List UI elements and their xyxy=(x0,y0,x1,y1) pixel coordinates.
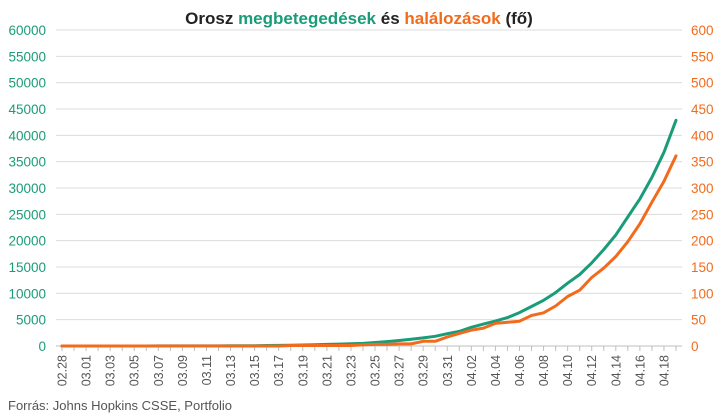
source-note: Forrás: Johns Hopkins CSSE, Portfolio xyxy=(8,398,232,413)
x-tick-label: 04.02 xyxy=(465,355,479,386)
y-right-tick-label: 300 xyxy=(691,181,714,196)
y-right-tick-label: 550 xyxy=(691,49,714,64)
x-tick-label: 04.08 xyxy=(537,355,551,386)
x-tick-label: 02.28 xyxy=(56,355,70,386)
y-left-tick-label: 30000 xyxy=(8,181,46,196)
y-left-tick-label: 50000 xyxy=(8,76,46,91)
x-tick-label: 03.17 xyxy=(272,355,286,386)
x-tick-label: 03.29 xyxy=(417,355,431,386)
y-left-tick-label: 40000 xyxy=(8,128,46,143)
y-right-tick-label: 0 xyxy=(691,339,699,354)
y-right-tick-label: 200 xyxy=(691,234,714,249)
y-right-tick-label: 500 xyxy=(691,76,714,91)
x-axis: 02.28 03.01 03.03 03.05 03.07 03.09 03.11 03.13… xyxy=(56,345,682,386)
x-tick-label: 03.31 xyxy=(441,355,455,386)
y-left-tick-label: 60000 xyxy=(8,23,46,38)
x-tick-label: 03.01 xyxy=(80,355,94,386)
chart-title: Orosz megbetegedések és halálozások (fő) xyxy=(185,9,533,28)
left-axis: 0 5000 10000 15000 20000 25000 30000 35000 40000… xyxy=(8,23,46,354)
x-tick-label: 03.27 xyxy=(393,355,407,386)
y-right-tick-label: 400 xyxy=(691,128,714,143)
y-right-tick-label: 150 xyxy=(691,260,714,275)
x-tick-label: 03.21 xyxy=(320,355,334,386)
x-tick-label: 04.18 xyxy=(657,355,671,386)
series-lines xyxy=(60,118,678,348)
x-tick-label: 03.09 xyxy=(176,355,190,386)
y-left-tick-label: 45000 xyxy=(8,102,46,117)
x-tick-label: 03.11 xyxy=(200,355,214,385)
x-tick-label: 03.23 xyxy=(344,355,358,386)
x-tick-label: 03.19 xyxy=(296,355,310,386)
x-tick-label: 04.06 xyxy=(513,355,527,386)
x-tick-label: 04.16 xyxy=(633,355,647,386)
x-tick-label: 03.15 xyxy=(248,355,262,386)
y-right-tick-label: 450 xyxy=(691,102,714,117)
deaths-series-line xyxy=(60,154,678,348)
y-right-tick-label: 250 xyxy=(691,207,714,222)
x-tick-label: 03.13 xyxy=(224,355,238,386)
gridlines xyxy=(56,29,682,321)
title-part-and: és xyxy=(376,9,404,28)
title-part-cases: megbetegedések xyxy=(238,9,376,28)
x-tick-label: 03.05 xyxy=(128,355,142,386)
y-left-tick-label: 20000 xyxy=(8,234,46,249)
title-part-deaths: halálozások xyxy=(404,9,501,28)
y-left-tick-label: 35000 xyxy=(8,155,46,170)
y-right-tick-label: 50 xyxy=(691,313,706,328)
y-right-tick-label: 100 xyxy=(691,286,714,301)
y-left-tick-label: 25000 xyxy=(8,207,46,222)
x-tick-label: 04.12 xyxy=(585,355,599,386)
y-left-tick-label: 15000 xyxy=(8,260,46,275)
y-left-tick-label: 5000 xyxy=(16,313,46,328)
y-left-tick-label: 10000 xyxy=(8,286,46,301)
x-tick-label: 04.14 xyxy=(609,355,623,386)
y-right-tick-label: 600 xyxy=(691,23,714,38)
x-tick-label: 03.25 xyxy=(369,355,383,386)
x-tick-label: 03.07 xyxy=(152,355,166,386)
y-left-tick-label: 0 xyxy=(38,339,46,354)
cases-series-line xyxy=(60,118,678,348)
y-left-tick-label: 55000 xyxy=(8,49,46,64)
x-tick-label: 04.10 xyxy=(561,355,575,386)
y-right-tick-label: 350 xyxy=(691,155,714,170)
title-part-unit: (fő) xyxy=(501,9,533,28)
right-axis: 0 50 100 150 200 250 300 350 400 450 500 550 600 xyxy=(691,23,714,354)
x-tick-label: 03.03 xyxy=(104,355,118,386)
title-part-country: Orosz xyxy=(185,9,238,28)
x-tick-label: 04.04 xyxy=(489,355,503,386)
